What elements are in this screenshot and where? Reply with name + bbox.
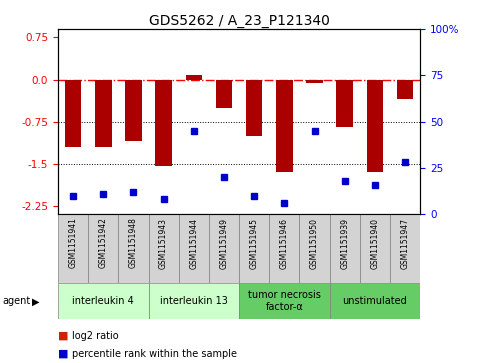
Bar	[360, 214, 390, 283]
Text: GSM1151940: GSM1151940	[370, 217, 380, 269]
Bar	[330, 214, 360, 283]
Text: GSM1151939: GSM1151939	[340, 217, 349, 269]
Text: GSM1151949: GSM1151949	[219, 217, 228, 269]
Bar	[337, 79, 353, 127]
Text: ■: ■	[58, 349, 69, 359]
Bar	[299, 214, 330, 283]
Bar	[239, 283, 330, 319]
Text: GSM1151941: GSM1151941	[69, 217, 78, 269]
Title: GDS5262 / A_23_P121340: GDS5262 / A_23_P121340	[149, 14, 329, 28]
Text: GSM1151946: GSM1151946	[280, 217, 289, 269]
Text: interleukin 4: interleukin 4	[72, 296, 134, 306]
Bar	[58, 214, 88, 283]
Bar	[306, 79, 323, 83]
Bar	[65, 79, 81, 147]
Text: tumor necrosis
factor-α: tumor necrosis factor-α	[248, 290, 321, 312]
Text: interleukin 13: interleukin 13	[160, 296, 228, 306]
Bar	[156, 79, 172, 167]
Bar	[367, 79, 383, 172]
Text: unstimulated: unstimulated	[342, 296, 407, 306]
Bar	[239, 214, 270, 283]
Bar	[390, 214, 420, 283]
Bar	[330, 283, 420, 319]
Text: log2 ratio: log2 ratio	[72, 331, 119, 341]
Bar	[95, 79, 112, 147]
Bar	[149, 283, 239, 319]
Text: agent: agent	[2, 296, 30, 306]
Text: GSM1151948: GSM1151948	[129, 217, 138, 269]
Text: GSM1151945: GSM1151945	[250, 217, 259, 269]
Bar	[209, 214, 239, 283]
Bar	[125, 79, 142, 141]
Bar	[118, 214, 149, 283]
Bar	[185, 75, 202, 79]
Bar	[397, 79, 413, 99]
Bar	[270, 214, 299, 283]
Bar	[276, 79, 293, 172]
Bar	[179, 214, 209, 283]
Text: GSM1151942: GSM1151942	[99, 217, 108, 269]
Text: percentile rank within the sample: percentile rank within the sample	[72, 349, 238, 359]
Bar	[216, 79, 232, 107]
Bar	[149, 214, 179, 283]
Text: GSM1151943: GSM1151943	[159, 217, 168, 269]
Bar	[88, 214, 118, 283]
Text: GSM1151947: GSM1151947	[400, 217, 410, 269]
Text: ■: ■	[58, 331, 69, 341]
Text: ▶: ▶	[32, 296, 40, 306]
Bar	[58, 283, 149, 319]
Bar	[246, 79, 262, 136]
Text: GSM1151950: GSM1151950	[310, 217, 319, 269]
Text: GSM1151944: GSM1151944	[189, 217, 199, 269]
